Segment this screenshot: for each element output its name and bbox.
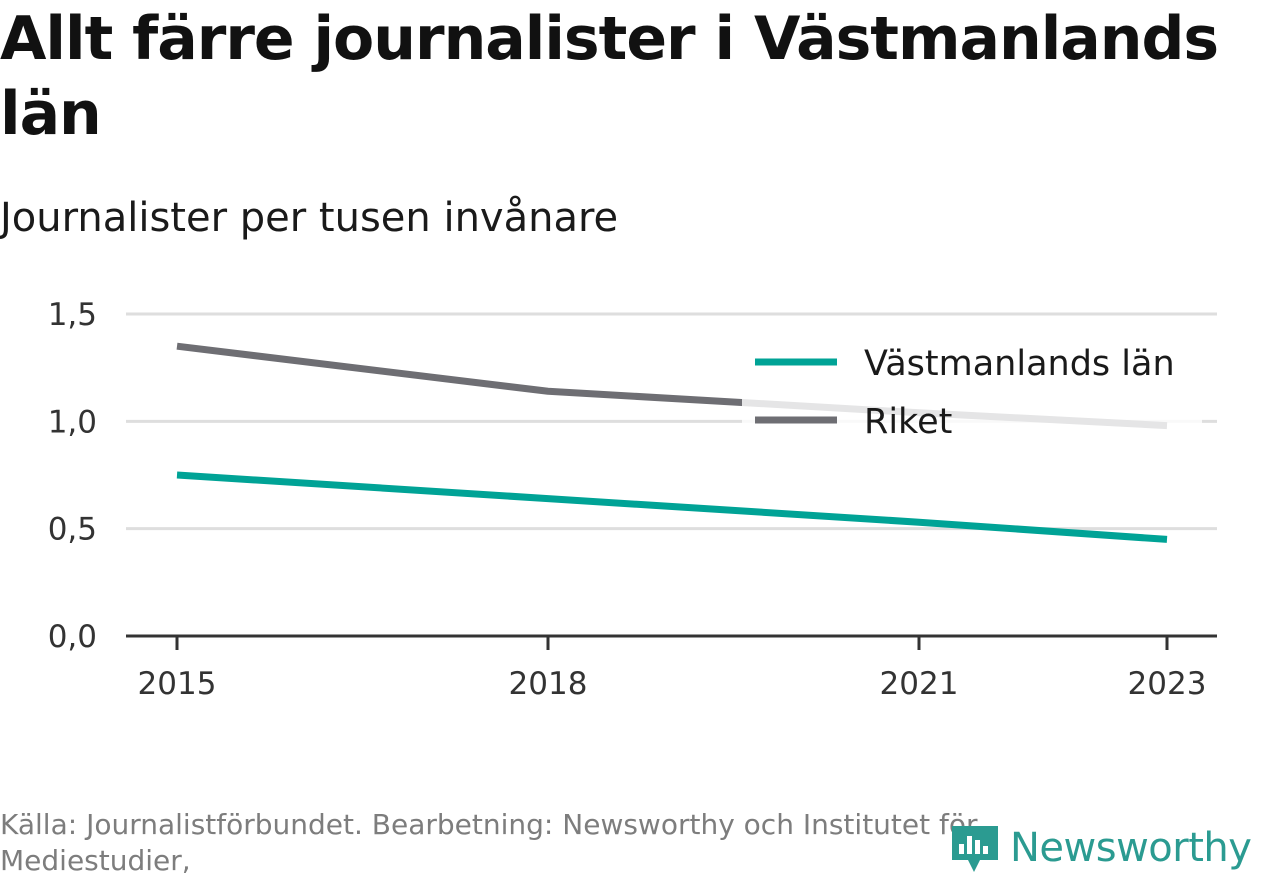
y-tick-label: 1,5 [48, 297, 97, 333]
newsworthy-logo-icon [952, 826, 998, 872]
source-note: Källa: Journalistförbundet. Bearbetning:… [0, 808, 978, 877]
brand-name: Newsworthy [1010, 825, 1252, 871]
y-tick-label: 1,0 [48, 404, 97, 440]
x-tick-label: 2021 [880, 666, 959, 702]
legend-background [742, 335, 1202, 445]
legend-label: Riket [864, 402, 952, 442]
legend-label: Västmanlands län [864, 344, 1175, 384]
x-tick-label: 2023 [1128, 666, 1207, 702]
brand: Newsworthy [950, 818, 1252, 878]
x-tick-label: 2018 [509, 666, 588, 702]
legend: Västmanlands län Riket [742, 335, 1202, 445]
y-tick-label: 0,5 [48, 512, 97, 548]
chart-title: Allt färre journalister i Västmanlands l… [0, 4, 1219, 149]
x-tick-label: 2015 [138, 666, 217, 702]
axes: 0,0 0,5 1,0 1,5 2015 2018 2021 2023 [48, 297, 1217, 702]
chart-subtitle: Journalister per tusen invånare [0, 195, 619, 241]
series-line-vastmanlands [176, 471, 1168, 543]
y-tick-label: 0,0 [48, 619, 97, 655]
